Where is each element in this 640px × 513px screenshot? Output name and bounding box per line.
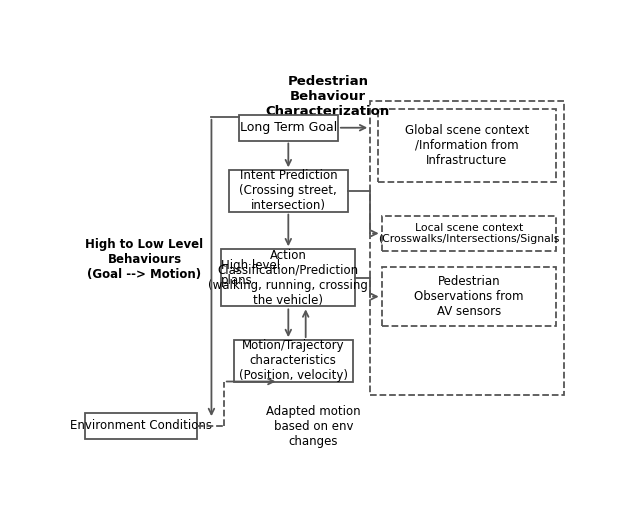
Text: Pedestrian
Observations from
AV sensors: Pedestrian Observations from AV sensors bbox=[414, 275, 524, 318]
Text: High level
plans: High level plans bbox=[221, 259, 280, 287]
Text: Adapted motion
based on env
changes: Adapted motion based on env changes bbox=[266, 405, 360, 448]
Text: Local scene context
(Crosswalks/Intersections/Signals: Local scene context (Crosswalks/Intersec… bbox=[378, 223, 559, 244]
Text: Intent Prediction
(Crossing street,
intersection): Intent Prediction (Crossing street, inte… bbox=[239, 169, 337, 212]
Text: Action
Classification/Prediction
(walking, running, crossing
the vehicle): Action Classification/Prediction (walkin… bbox=[209, 249, 368, 307]
FancyBboxPatch shape bbox=[381, 215, 556, 251]
Text: Global scene context
/Information from
Infrastructure: Global scene context /Information from I… bbox=[404, 124, 529, 167]
FancyBboxPatch shape bbox=[370, 101, 564, 396]
Text: Pedestrian
Behaviour
Characterization: Pedestrian Behaviour Characterization bbox=[266, 75, 390, 119]
FancyBboxPatch shape bbox=[381, 267, 556, 326]
FancyBboxPatch shape bbox=[239, 115, 338, 141]
Text: High to Low Level
Behaviours
(Goal --> Motion): High to Low Level Behaviours (Goal --> M… bbox=[85, 238, 204, 281]
FancyBboxPatch shape bbox=[234, 340, 353, 382]
Text: Motion/Trajectory
characteristics
(Position, velocity): Motion/Trajectory characteristics (Posit… bbox=[239, 339, 348, 382]
Text: Long Term Goal: Long Term Goal bbox=[240, 121, 337, 134]
FancyBboxPatch shape bbox=[378, 109, 556, 182]
FancyBboxPatch shape bbox=[85, 413, 196, 439]
FancyBboxPatch shape bbox=[221, 249, 355, 306]
FancyBboxPatch shape bbox=[229, 170, 348, 212]
Text: Environment Conditions: Environment Conditions bbox=[70, 420, 212, 432]
